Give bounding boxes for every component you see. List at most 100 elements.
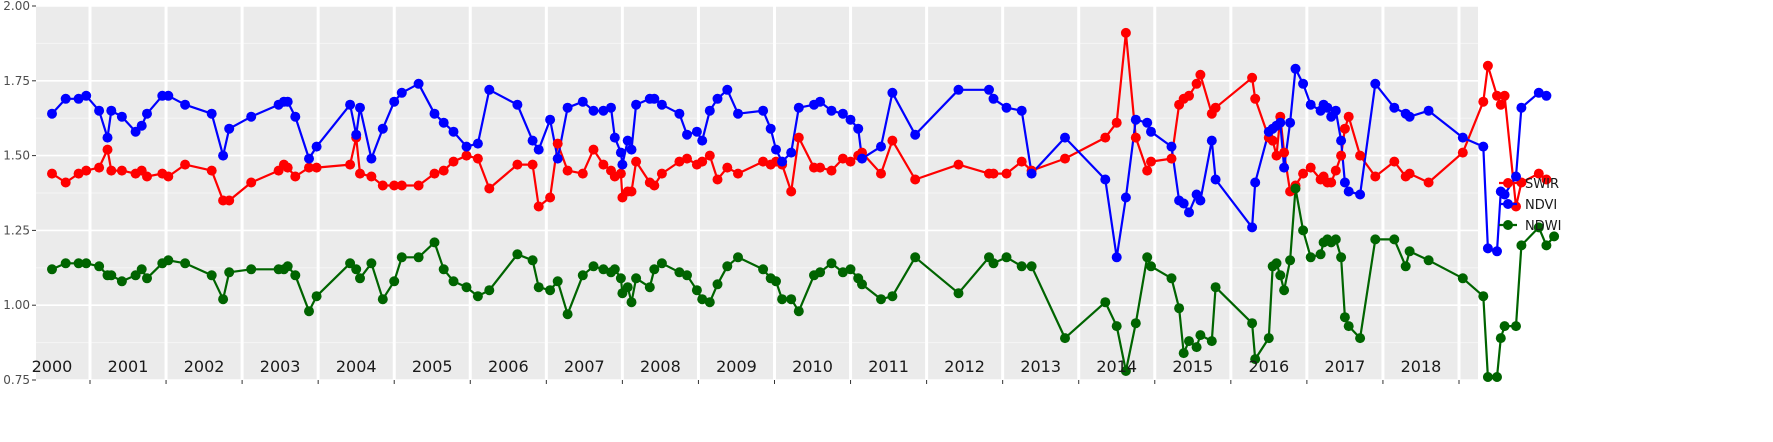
data-point-ndvi — [1184, 207, 1194, 218]
data-point-swir — [656, 168, 667, 179]
data-point-ndvi — [1533, 87, 1544, 98]
data-point-swir — [116, 165, 127, 176]
y-tick-label: 1.25 — [3, 223, 30, 237]
data-point-swir — [102, 144, 113, 155]
data-point-swir — [588, 144, 599, 155]
data-point-swir — [876, 168, 886, 179]
data-point-ndvi — [1541, 90, 1552, 101]
data-point-ndwi — [1482, 372, 1493, 382]
data-point-ndwi — [777, 294, 788, 305]
data-point-ndwi — [1549, 231, 1560, 242]
data-point-swir — [674, 156, 685, 167]
data-point-ndvi — [60, 93, 71, 104]
data-point-ndvi — [448, 126, 459, 137]
data-point-swir — [733, 168, 743, 179]
data-point-ndwi — [304, 306, 314, 317]
data-point-ndwi — [577, 270, 588, 281]
data-point-ndvi — [1146, 126, 1156, 137]
data-point-swir — [1541, 174, 1552, 185]
y-axis: 0.75 1.00 1.25 1.50 1.75 2.00 — [3, 0, 36, 387]
data-point-ndwi — [1130, 318, 1141, 329]
data-point-swir — [1330, 165, 1341, 176]
year-label: 2009 — [716, 357, 757, 376]
data-point-ndwi — [366, 258, 377, 269]
data-point-ndvi — [1370, 78, 1381, 89]
legend: SWIR NDVI NDWI — [1499, 177, 1561, 234]
data-point-swir — [106, 165, 117, 176]
data-point-swir — [60, 177, 71, 188]
data-point-ndvi — [1492, 246, 1502, 257]
legend-label-swir: SWIR — [1525, 177, 1559, 192]
data-point-swir — [413, 180, 424, 191]
data-point-ndvi — [777, 156, 788, 167]
data-point-ndwi — [1343, 321, 1354, 332]
data-point-ndwi — [1184, 336, 1194, 347]
data-point-ndwi — [396, 252, 407, 263]
data-point-swir — [1499, 90, 1510, 101]
data-point-swir — [1279, 147, 1290, 158]
data-point-swir — [1370, 171, 1381, 182]
data-point-ndvi — [1016, 105, 1027, 116]
data-point-ndwi — [448, 276, 459, 287]
data-point-ndvi — [106, 105, 117, 116]
data-point-ndwi — [1516, 240, 1527, 251]
data-point-ndvi — [626, 144, 637, 155]
data-point-ndvi — [1511, 171, 1521, 182]
data-point-ndwi — [311, 291, 322, 302]
data-point-ndwi — [733, 252, 743, 263]
data-point-ndvi — [1130, 114, 1141, 125]
data-point-swir — [649, 180, 660, 191]
data-point-swir — [142, 171, 152, 182]
data-point-ndvi — [130, 126, 141, 137]
data-point-ndvi — [246, 111, 257, 122]
data-point-ndwi — [712, 279, 723, 290]
data-point-ndvi — [1060, 132, 1070, 143]
data-point-ndwi — [615, 273, 626, 284]
year-label: 2001 — [108, 357, 149, 376]
data-point-ndwi — [1355, 333, 1366, 344]
data-point-ndwi — [691, 285, 702, 296]
data-point-swir — [81, 165, 92, 176]
data-point-ndvi — [1210, 174, 1221, 185]
data-point-ndwi — [588, 261, 599, 272]
data-point-ndwi — [626, 297, 637, 308]
data-point-swir — [1478, 96, 1489, 107]
data-point-ndwi — [649, 264, 660, 275]
data-point-ndvi — [771, 144, 781, 155]
data-point-swir — [626, 186, 637, 197]
data-point-ndvi — [697, 135, 708, 146]
data-point-swir — [793, 132, 804, 143]
data-point-ndwi — [94, 261, 105, 272]
data-point-ndvi — [857, 153, 867, 164]
data-point-ndwi — [1206, 336, 1217, 347]
data-point-ndvi — [617, 159, 628, 170]
data-point-ndvi — [1322, 102, 1333, 113]
data-point-ndvi — [304, 153, 314, 164]
data-point-swir — [1343, 111, 1354, 122]
data-point-ndvi — [1178, 198, 1189, 209]
legend-marker-swir — [1503, 178, 1513, 188]
year-label: 2004 — [336, 357, 377, 376]
data-point-ndwi — [1100, 297, 1111, 308]
data-point-ndwi — [1271, 258, 1282, 269]
data-point-ndwi — [682, 270, 692, 281]
data-point-swir — [180, 159, 191, 170]
data-point-ndvi — [389, 96, 400, 107]
data-point-swir — [615, 168, 626, 179]
data-point-ndvi — [649, 93, 660, 104]
data-point-ndwi — [722, 261, 733, 272]
data-point-ndwi — [598, 264, 609, 275]
data-point-ndwi — [206, 270, 217, 281]
data-point-ndwi — [1492, 372, 1502, 382]
data-point-ndwi — [1166, 273, 1177, 284]
data-point-swir — [953, 159, 964, 170]
data-point-ndwi — [697, 294, 708, 305]
data-point-ndwi — [438, 264, 449, 275]
data-point-ndvi — [577, 96, 588, 107]
data-point-swir — [786, 186, 797, 197]
data-point-swir — [246, 177, 257, 188]
y-tick-label: 0.75 — [3, 373, 30, 387]
data-point-ndwi — [631, 273, 642, 284]
data-point-swir — [815, 162, 826, 173]
